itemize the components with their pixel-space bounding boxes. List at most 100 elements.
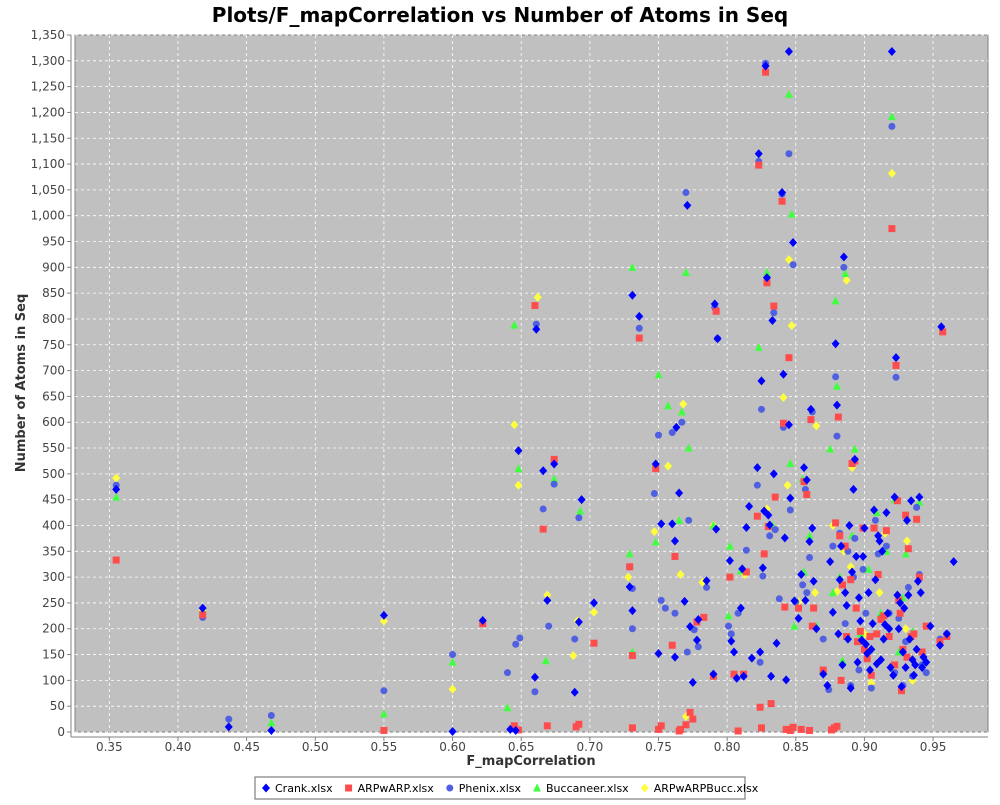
data-point — [867, 671, 875, 679]
data-point — [905, 634, 914, 644]
data-point — [834, 629, 843, 639]
data-point — [838, 660, 847, 670]
data-point — [853, 657, 862, 667]
data-point — [922, 657, 931, 667]
series-0-points — [112, 47, 958, 736]
data-point — [539, 466, 548, 476]
data-point — [810, 604, 818, 612]
data-point — [734, 727, 742, 735]
data-point — [576, 506, 585, 515]
legend-marker — [345, 784, 353, 792]
data-point — [832, 381, 841, 390]
data-point — [757, 405, 765, 413]
legend-label: ARPwARP.xlsx — [358, 782, 435, 795]
data-point — [511, 725, 520, 735]
data-point — [682, 188, 690, 196]
data-point — [915, 492, 924, 502]
data-point — [790, 596, 799, 606]
data-point — [703, 583, 711, 591]
data-point — [756, 658, 764, 666]
data-point — [911, 660, 920, 670]
data-point — [379, 709, 388, 718]
data-point — [734, 609, 742, 617]
y-tick-label: 150 — [42, 648, 65, 662]
data-point — [803, 491, 811, 499]
data-point — [916, 588, 925, 598]
data-point — [840, 263, 848, 271]
data-point — [727, 630, 735, 638]
data-point — [892, 353, 901, 363]
data-point — [826, 557, 835, 567]
data-point — [767, 671, 776, 681]
data-point — [577, 495, 586, 505]
data-point — [893, 497, 901, 505]
data-point — [575, 514, 583, 522]
plot-background — [74, 34, 989, 733]
data-point — [901, 549, 910, 558]
data-point — [628, 625, 636, 633]
data-point — [851, 534, 859, 542]
data-point — [664, 461, 673, 471]
data-point — [839, 252, 848, 262]
data-point — [902, 515, 911, 525]
data-point — [834, 413, 842, 421]
data-point — [725, 622, 733, 630]
data-point — [510, 722, 518, 730]
data-point — [886, 662, 895, 672]
data-point — [867, 644, 876, 654]
data-point — [913, 576, 922, 586]
data-point — [897, 682, 906, 692]
data-point — [689, 715, 697, 723]
y-tick-label: 450 — [42, 493, 65, 507]
data-point — [926, 621, 935, 631]
data-point — [806, 726, 814, 734]
data-point — [770, 309, 778, 317]
data-point — [685, 516, 693, 524]
data-point — [901, 662, 910, 672]
data-point — [837, 676, 845, 684]
data-point — [550, 459, 559, 469]
data-point — [896, 598, 905, 608]
data-point — [887, 112, 896, 121]
chart-title: Plots/F_mapCorrelation vs Number of Atom… — [212, 3, 788, 27]
data-point — [828, 588, 837, 597]
data-point — [888, 122, 896, 130]
data-point — [779, 392, 788, 402]
data-point — [856, 616, 865, 626]
data-point — [628, 606, 637, 616]
data-point — [842, 275, 851, 285]
data-point — [754, 342, 763, 351]
data-point — [915, 573, 923, 581]
data-point — [635, 324, 643, 332]
data-point — [713, 334, 722, 344]
data-point — [781, 603, 789, 611]
y-tick-label: 700 — [42, 364, 65, 378]
data-point — [784, 47, 793, 57]
data-point — [654, 649, 663, 659]
data-point — [745, 501, 754, 511]
data-point — [449, 651, 457, 659]
data-point — [516, 634, 524, 642]
data-point — [531, 302, 539, 310]
data-point — [855, 666, 863, 674]
data-point — [589, 607, 598, 617]
data-point — [847, 576, 855, 584]
y-tick-label: 800 — [42, 312, 65, 326]
data-point — [628, 724, 636, 732]
data-point — [852, 604, 860, 612]
data-point — [784, 420, 793, 430]
data-point — [671, 609, 679, 617]
data-point — [842, 601, 851, 611]
data-point — [800, 463, 809, 473]
data-point — [850, 454, 859, 464]
data-point — [784, 255, 793, 265]
data-point — [843, 634, 852, 644]
data-point — [675, 515, 684, 524]
data-point — [786, 459, 795, 468]
data-point — [787, 209, 796, 218]
data-point — [686, 708, 694, 716]
data-point — [875, 588, 884, 598]
data-point — [864, 564, 873, 573]
data-point — [198, 603, 207, 613]
data-point — [833, 722, 841, 730]
